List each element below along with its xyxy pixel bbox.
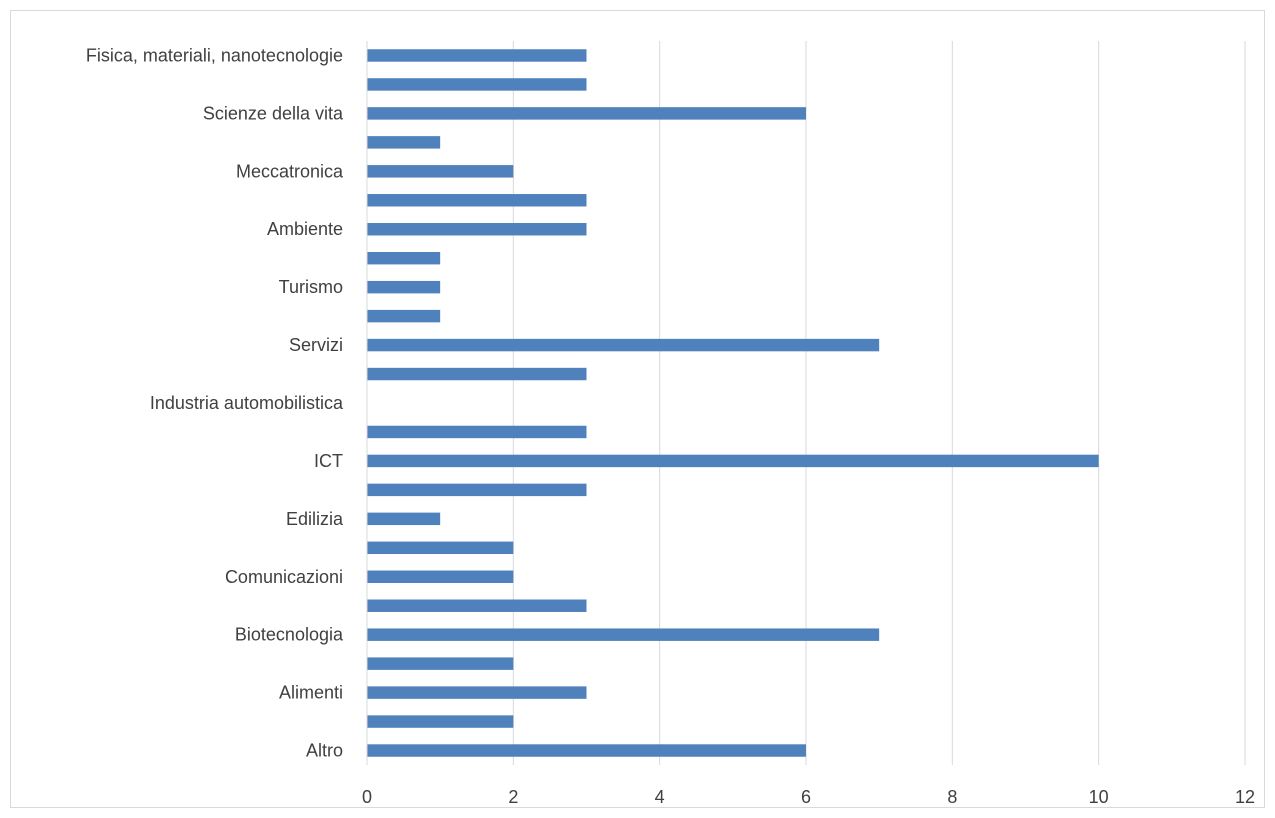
category-label: Fisica, materiali, nanotecnologie [86, 45, 343, 65]
bar [367, 715, 514, 728]
bar [367, 136, 441, 149]
bar [367, 599, 587, 612]
x-tick-label: 0 [362, 787, 372, 807]
bar [367, 309, 441, 323]
x-tick-label: 6 [801, 787, 811, 807]
category-label: Alimenti [279, 683, 343, 703]
category-label: Industria automobilistica [150, 393, 344, 413]
category-label: Biotecnologia [235, 625, 344, 645]
category-label: Altro [306, 741, 343, 761]
bar [367, 483, 587, 497]
bar [367, 107, 806, 120]
x-tick-label: 12 [1235, 787, 1255, 807]
bar [367, 194, 587, 207]
bar [367, 454, 1099, 468]
category-label: Turismo [279, 277, 343, 297]
bar [367, 744, 806, 757]
bar [367, 223, 587, 236]
bar [367, 251, 441, 265]
x-tick-label: 10 [1089, 787, 1109, 807]
chart-frame [10, 10, 1265, 808]
bar [367, 425, 587, 439]
x-tick-label: 4 [655, 787, 665, 807]
category-label: Meccatronica [236, 161, 344, 181]
bar [367, 628, 880, 641]
bar [367, 165, 514, 178]
category-label: Comunicazioni [225, 567, 343, 587]
category-label: Scienze della vita [203, 103, 344, 123]
bar [367, 78, 587, 91]
category-label: Edilizia [286, 509, 344, 529]
bar [367, 541, 514, 555]
x-tick-label: 8 [947, 787, 957, 807]
bar [367, 367, 587, 381]
bar [367, 512, 441, 526]
category-label: Ambiente [267, 219, 343, 239]
category-label: ICT [314, 451, 343, 471]
category-label: Servizi [289, 335, 343, 355]
bar [367, 570, 514, 583]
bar [367, 657, 514, 670]
bar [367, 280, 441, 294]
bar [367, 686, 587, 699]
bar [367, 338, 880, 352]
bar [367, 49, 587, 62]
x-tick-label: 2 [508, 787, 518, 807]
